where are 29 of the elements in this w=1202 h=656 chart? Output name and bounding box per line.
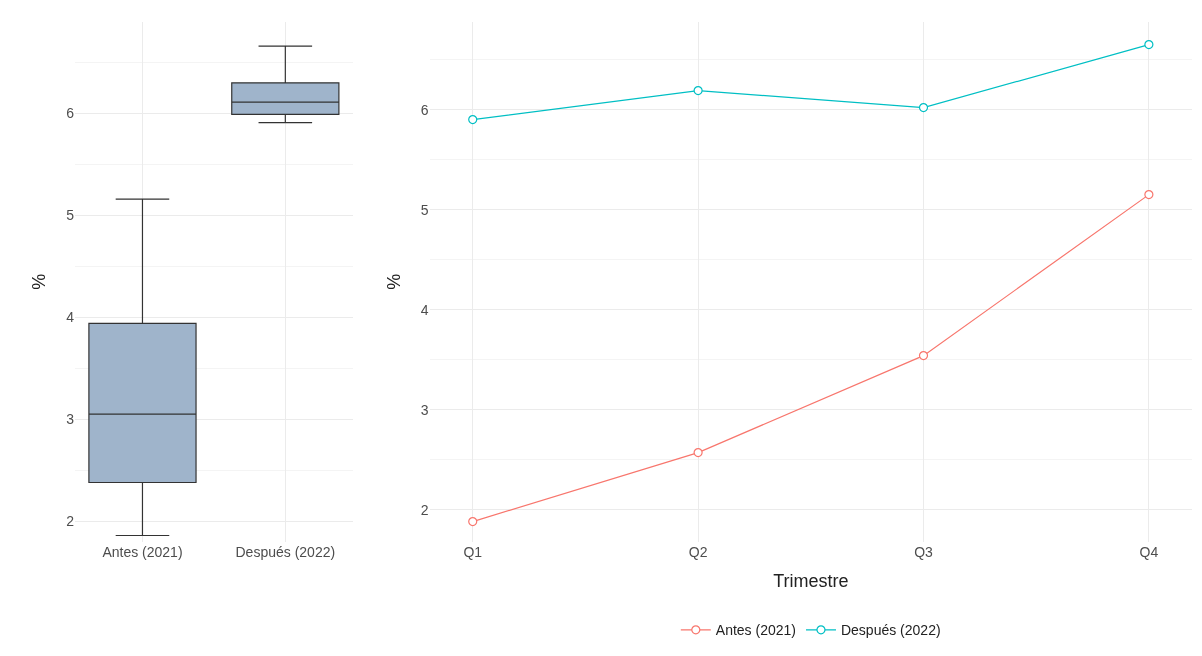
point [693,448,703,458]
point [918,351,929,361]
y-tick-label: 4 [420,301,429,318]
point [468,115,478,125]
y-tick-label: 6 [66,105,75,122]
x-tick-label: Antes (2021) [102,543,183,560]
point [1144,190,1154,200]
y-tick-label: 6 [420,101,429,118]
legend-label: Antes (2021) [715,622,796,639]
y-tick-label: 5 [420,201,429,218]
x-tick-label: Q4 [1139,543,1159,560]
x-axis-title: Trimestre [773,570,849,591]
legend-label: Después (2022) [840,622,941,639]
y-axis-title: % [384,273,405,290]
x-tick-label: Q2 [688,543,708,560]
y-axis-title: % [29,273,50,290]
point [918,103,929,113]
y-tick-label: 2 [420,501,429,518]
point [693,86,703,96]
y-tick-label: 2 [66,513,75,530]
x-tick-label: Q3 [914,543,934,560]
x-tick-label: Q1 [463,543,483,560]
y-tick-label: 3 [66,411,75,428]
y-tick-label: 5 [66,207,75,224]
x-tick-label: Después (2022) [235,543,336,560]
y-tick-label: 4 [66,309,75,326]
point [1144,40,1154,50]
y-tick-label: 3 [420,401,429,418]
point [468,517,478,527]
